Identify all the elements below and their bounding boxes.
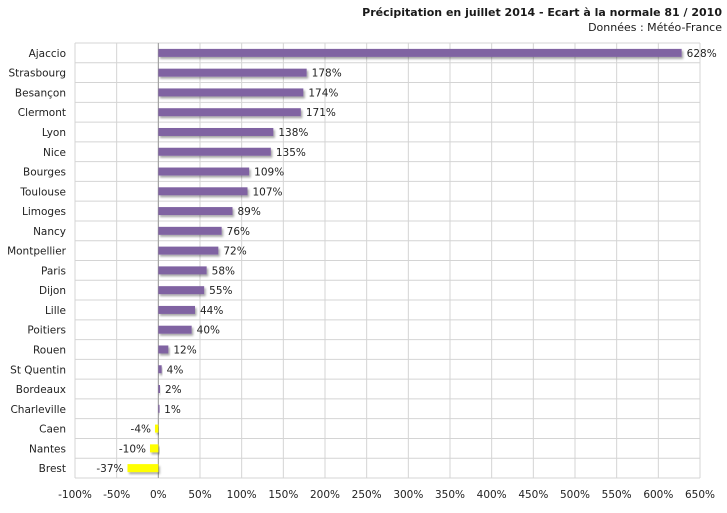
x-tick-label: 250% xyxy=(352,489,382,501)
x-tick-label: -50% xyxy=(103,489,130,501)
category-label: Nancy xyxy=(33,226,66,238)
data-label: 44% xyxy=(200,305,223,317)
data-label: -10% xyxy=(119,443,146,455)
x-tick-label: 300% xyxy=(393,489,423,501)
chart-title: Précipitation en juillet 2014 - Ecart à … xyxy=(362,6,722,19)
bar xyxy=(158,226,222,235)
data-label: 138% xyxy=(278,127,308,139)
data-label: 171% xyxy=(306,107,336,119)
category-label: Nantes xyxy=(29,443,66,455)
bar xyxy=(158,147,271,156)
data-label: 1% xyxy=(164,404,181,416)
bar xyxy=(158,108,301,117)
x-tick-label: 350% xyxy=(435,489,465,501)
category-label: Nice xyxy=(43,147,66,159)
data-label: 628% xyxy=(687,48,717,60)
category-label: Besançon xyxy=(15,87,66,99)
data-label: 72% xyxy=(223,246,246,258)
chart-subtitle: Données : Météo-France xyxy=(588,21,722,34)
bar xyxy=(158,404,160,413)
category-label: Lille xyxy=(45,305,66,317)
data-label: 89% xyxy=(238,206,261,218)
data-label: 109% xyxy=(254,167,284,179)
category-label: Bourges xyxy=(23,167,66,179)
data-label: 4% xyxy=(167,364,184,376)
category-label: Limoges xyxy=(22,206,66,218)
bar xyxy=(150,444,159,453)
x-tick-label: 650% xyxy=(685,489,715,501)
bar xyxy=(158,48,682,57)
data-label: -4% xyxy=(131,424,151,436)
category-label: Strasbourg xyxy=(8,68,66,80)
bar xyxy=(158,246,219,255)
category-label: Bordeaux xyxy=(16,384,66,396)
category-label: Clermont xyxy=(18,107,66,119)
x-tick-label: 500% xyxy=(560,489,590,501)
data-label: 55% xyxy=(209,285,232,297)
x-tick-label: 550% xyxy=(602,489,632,501)
category-label: Toulouse xyxy=(19,186,66,198)
data-label: 12% xyxy=(173,344,196,356)
category-label: Charleville xyxy=(10,404,66,416)
x-tick-label: 200% xyxy=(310,489,340,501)
bar xyxy=(158,325,192,334)
bar xyxy=(158,68,307,77)
labels: Ajaccio 628% Strasbourg 178% Besançon 174% Cle… xyxy=(7,48,717,501)
data-label: 178% xyxy=(312,68,342,80)
category-label: Lyon xyxy=(42,127,66,139)
bar xyxy=(158,365,162,374)
category-label: St Quentin xyxy=(10,364,66,376)
x-tick-label: 100% xyxy=(227,489,257,501)
bar xyxy=(158,385,160,394)
x-tick-label: -100% xyxy=(58,489,92,501)
x-tick-label: 150% xyxy=(268,489,298,501)
data-label: -37% xyxy=(96,463,123,475)
bar xyxy=(158,187,248,196)
bars xyxy=(127,48,682,473)
data-label: 174% xyxy=(308,87,338,99)
category-label: Caen xyxy=(39,424,66,436)
bar xyxy=(158,286,205,295)
category-label: Rouen xyxy=(33,344,66,356)
x-tick-label: 450% xyxy=(518,489,548,501)
x-tick-label: 50% xyxy=(188,489,211,501)
bar xyxy=(158,266,207,275)
data-label: 135% xyxy=(276,147,306,159)
category-label: Dijon xyxy=(39,285,66,297)
category-label: Ajaccio xyxy=(29,48,66,60)
bar xyxy=(158,305,195,314)
bar xyxy=(158,345,169,354)
x-tick-label: 400% xyxy=(477,489,507,501)
bar xyxy=(127,464,159,473)
bar xyxy=(158,127,274,136)
x-tick-label: 0% xyxy=(150,489,167,501)
data-label: 107% xyxy=(253,186,283,198)
x-tick-label: 600% xyxy=(643,489,673,501)
bar xyxy=(155,424,159,433)
bar xyxy=(158,88,304,97)
category-label: Poitiers xyxy=(27,325,66,337)
category-label: Paris xyxy=(41,265,66,277)
data-label: 40% xyxy=(197,325,220,337)
data-label: 2% xyxy=(165,384,182,396)
data-label: 58% xyxy=(212,265,235,277)
category-label: Montpellier xyxy=(7,246,67,258)
category-label: Brest xyxy=(39,463,66,475)
bar xyxy=(158,167,250,176)
bar xyxy=(158,207,233,216)
data-label: 76% xyxy=(227,226,250,238)
